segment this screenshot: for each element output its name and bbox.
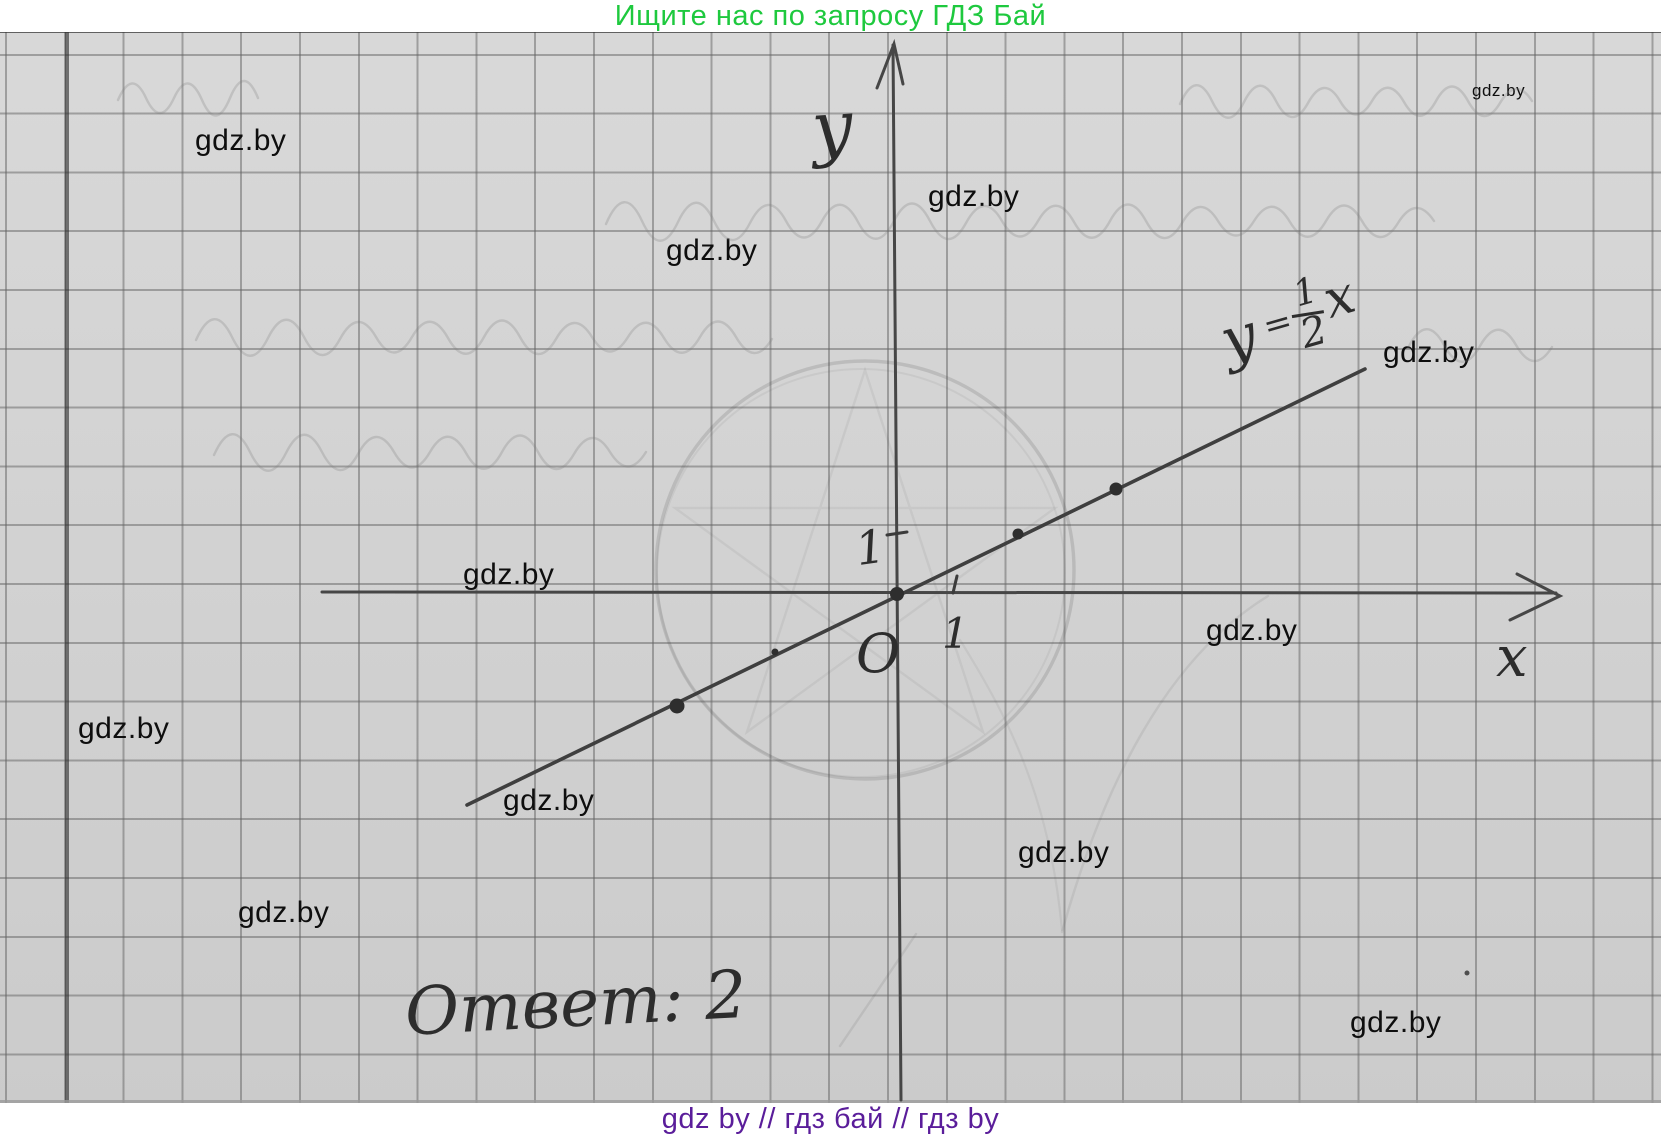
answer-text: Ответ: 2 bbox=[403, 956, 749, 1051]
header-banner: Ищите нас по запросу ГДЗ Бай bbox=[0, 0, 1661, 32]
origin-label: O bbox=[856, 622, 900, 685]
y-axis bbox=[891, 43, 903, 1102]
gdz-watermark: gdz.by bbox=[238, 896, 330, 929]
plotted-line bbox=[465, 367, 1367, 807]
equation-eq: = bbox=[1258, 301, 1296, 347]
footer-banner: gdz by // гдз бай // гдз by bbox=[0, 1103, 1661, 1135]
gdz-watermark: gdz.by bbox=[1383, 336, 1475, 369]
gdz-watermark: gdz.by bbox=[1018, 836, 1110, 869]
equation-label: y = 1 2 x bbox=[1210, 265, 1362, 377]
equation-lhs: y bbox=[1210, 299, 1266, 377]
x-unit-label: 1 bbox=[942, 609, 969, 658]
x-axis-label: x bbox=[1496, 625, 1528, 690]
y-axis-label: y bbox=[806, 83, 857, 170]
gdz-watermark: gdz.by bbox=[503, 784, 595, 817]
gdz-watermark: gdz.by bbox=[928, 180, 1020, 213]
y-axis-arrow bbox=[875, 38, 905, 90]
y-unit-label: 1 bbox=[852, 519, 889, 577]
gdz-watermark: gdz.by bbox=[1472, 81, 1526, 100]
scan-bottom-edge bbox=[0, 1100, 1661, 1103]
plot-point bbox=[890, 587, 904, 601]
plot-point bbox=[1012, 528, 1024, 540]
footer-text: gdz by // гдз бай // гдз by bbox=[661, 1102, 1000, 1135]
pencil-scribbles bbox=[116, 79, 1554, 472]
x-axis-arrow bbox=[1508, 572, 1564, 622]
gdz-watermark: gdz.by bbox=[195, 124, 287, 157]
plot-point bbox=[771, 648, 779, 656]
axis-ticks bbox=[885, 530, 959, 595]
notebook-margin-line bbox=[65, 32, 69, 1103]
gdz-watermark: gdz.by bbox=[666, 234, 758, 267]
ink-dot bbox=[1464, 970, 1470, 976]
gdz-watermark: gdz.by bbox=[1206, 614, 1298, 647]
pencil-circle-sketch bbox=[654, 359, 1270, 1048]
plot-points bbox=[669, 482, 1470, 976]
gdz-watermark: gdz.by bbox=[1350, 1006, 1442, 1039]
gdz-watermark: gdz.by bbox=[463, 558, 555, 591]
header-text: Ищите нас по запросу ГДЗ Бай bbox=[614, 0, 1047, 32]
plot-point bbox=[1109, 482, 1123, 496]
gdz-watermark: gdz.by bbox=[78, 712, 170, 745]
equation-denominator: 2 bbox=[1294, 307, 1332, 359]
notebook-scan bbox=[0, 32, 1661, 1103]
x-axis bbox=[320, 590, 1558, 595]
plot-point bbox=[669, 698, 685, 714]
